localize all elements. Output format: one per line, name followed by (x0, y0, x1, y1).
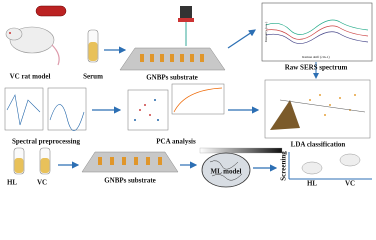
group-label: HL (7, 179, 17, 187)
substrate-label: GNBPs substrate (104, 177, 156, 185)
decor (4, 2, 373, 188)
axis-label: Raman shift (cm-1) (302, 55, 330, 59)
result-label: VC (345, 180, 355, 188)
spectrum-label: Raw SERS spectrum (285, 64, 348, 72)
rat-label: VC rat model (10, 73, 51, 81)
substrate-label: GNBPs substrate (146, 74, 198, 82)
serum-label: Serum (83, 73, 103, 81)
screening-label: Screening (280, 151, 288, 181)
result-label: HL (307, 180, 317, 188)
lda-label: LDA classification (291, 141, 346, 149)
preprocessing-label: Spectral preprocessing (12, 138, 80, 146)
pca-label: PCA analysis (156, 138, 196, 146)
model-label: ML model (211, 168, 242, 176)
axis-label: Intensity (a.u.) (264, 21, 268, 42)
diagram: VC rat model Serum GNBPs substrate Raw S… (4, 2, 373, 188)
group-label: VC (37, 179, 47, 187)
